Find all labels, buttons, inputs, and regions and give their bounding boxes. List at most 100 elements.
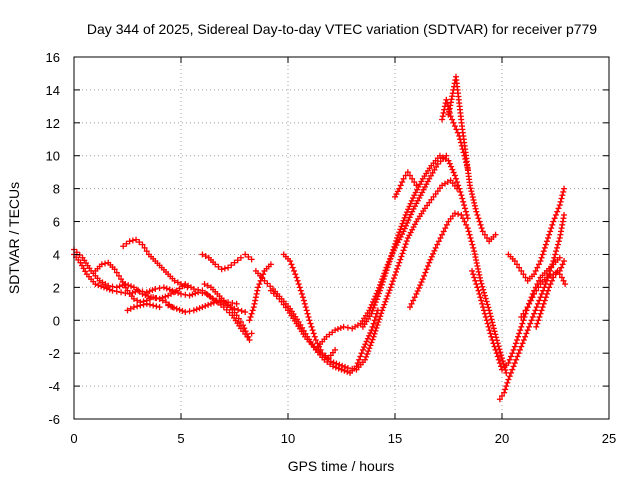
data-point bbox=[287, 258, 294, 265]
data-point bbox=[95, 282, 102, 289]
data-point bbox=[312, 337, 319, 344]
data-point bbox=[535, 284, 542, 291]
data-point bbox=[102, 260, 109, 267]
data-point bbox=[146, 301, 153, 308]
data-point bbox=[555, 238, 562, 245]
data-point bbox=[448, 163, 455, 170]
data-point bbox=[344, 364, 351, 371]
data-point bbox=[556, 202, 563, 209]
series-track-14 bbox=[359, 152, 471, 330]
data-point bbox=[337, 324, 344, 331]
data-point bbox=[465, 228, 472, 235]
y-tick-label: 16 bbox=[46, 50, 60, 65]
data-point bbox=[307, 320, 314, 327]
data-series bbox=[71, 73, 569, 403]
data-point bbox=[559, 261, 566, 268]
data-point bbox=[410, 195, 417, 202]
data-point bbox=[223, 306, 230, 313]
data-point bbox=[329, 363, 336, 370]
data-point bbox=[162, 293, 169, 300]
data-point bbox=[454, 129, 461, 136]
data-point bbox=[369, 336, 376, 343]
data-point bbox=[396, 259, 403, 266]
data-point bbox=[233, 300, 240, 307]
data-point bbox=[228, 262, 235, 269]
data-point bbox=[532, 267, 539, 274]
data-point bbox=[100, 284, 107, 291]
data-point bbox=[178, 290, 184, 297]
data-point bbox=[492, 346, 499, 353]
data-point bbox=[514, 353, 521, 360]
data-point bbox=[372, 327, 379, 334]
data-point bbox=[545, 287, 552, 294]
data-point bbox=[422, 269, 429, 276]
data-point bbox=[395, 232, 402, 239]
data-point bbox=[368, 339, 375, 346]
data-point bbox=[443, 221, 450, 228]
data-point bbox=[303, 307, 310, 314]
data-point bbox=[127, 305, 134, 312]
data-point bbox=[455, 211, 462, 218]
series-track-4 bbox=[120, 236, 191, 291]
data-point bbox=[485, 304, 492, 311]
data-point bbox=[559, 192, 566, 199]
data-point bbox=[557, 198, 564, 205]
data-point bbox=[294, 277, 301, 284]
data-point bbox=[333, 360, 340, 367]
data-point bbox=[469, 191, 476, 198]
data-point bbox=[523, 330, 530, 337]
data-point bbox=[533, 287, 540, 294]
data-point bbox=[140, 301, 147, 308]
series-track-20 bbox=[496, 211, 568, 403]
data-point bbox=[472, 277, 479, 284]
data-point bbox=[390, 275, 397, 282]
data-point bbox=[225, 264, 232, 271]
data-point bbox=[255, 284, 262, 291]
data-point bbox=[455, 182, 462, 189]
data-point bbox=[497, 349, 504, 356]
data-point bbox=[382, 298, 389, 305]
data-point bbox=[516, 346, 523, 353]
data-point bbox=[502, 386, 509, 393]
data-point bbox=[434, 241, 441, 248]
data-point bbox=[76, 252, 83, 259]
data-point bbox=[391, 243, 398, 250]
data-point bbox=[386, 287, 393, 294]
data-point bbox=[397, 182, 404, 189]
data-point bbox=[531, 271, 538, 278]
data-point bbox=[364, 351, 371, 358]
plot-frame bbox=[73, 56, 610, 420]
data-point bbox=[371, 302, 378, 309]
data-point bbox=[411, 179, 418, 186]
data-point bbox=[153, 303, 160, 310]
data-point bbox=[414, 287, 421, 294]
data-point bbox=[533, 323, 540, 330]
data-point bbox=[464, 225, 471, 232]
data-point bbox=[402, 241, 409, 248]
data-point bbox=[160, 284, 167, 291]
data-point bbox=[120, 243, 127, 250]
data-point bbox=[387, 255, 394, 262]
data-point bbox=[98, 261, 105, 268]
data-point bbox=[310, 330, 317, 337]
data-point bbox=[106, 286, 113, 293]
data-point bbox=[415, 285, 422, 292]
series-track-8 bbox=[201, 281, 253, 344]
y-tick-label: 8 bbox=[53, 182, 60, 197]
data-point bbox=[472, 205, 479, 212]
data-point bbox=[213, 298, 220, 305]
data-point bbox=[528, 317, 535, 324]
data-point bbox=[296, 284, 303, 291]
data-point bbox=[481, 289, 488, 296]
data-point bbox=[317, 346, 324, 353]
data-point bbox=[519, 320, 526, 327]
data-point bbox=[156, 304, 163, 311]
data-point bbox=[235, 315, 242, 322]
data-point bbox=[522, 333, 529, 340]
data-point bbox=[384, 264, 391, 271]
data-point bbox=[288, 261, 295, 268]
y-tick-label: 14 bbox=[46, 83, 60, 98]
data-point bbox=[459, 195, 466, 202]
data-point bbox=[538, 307, 545, 314]
data-point bbox=[252, 294, 259, 301]
